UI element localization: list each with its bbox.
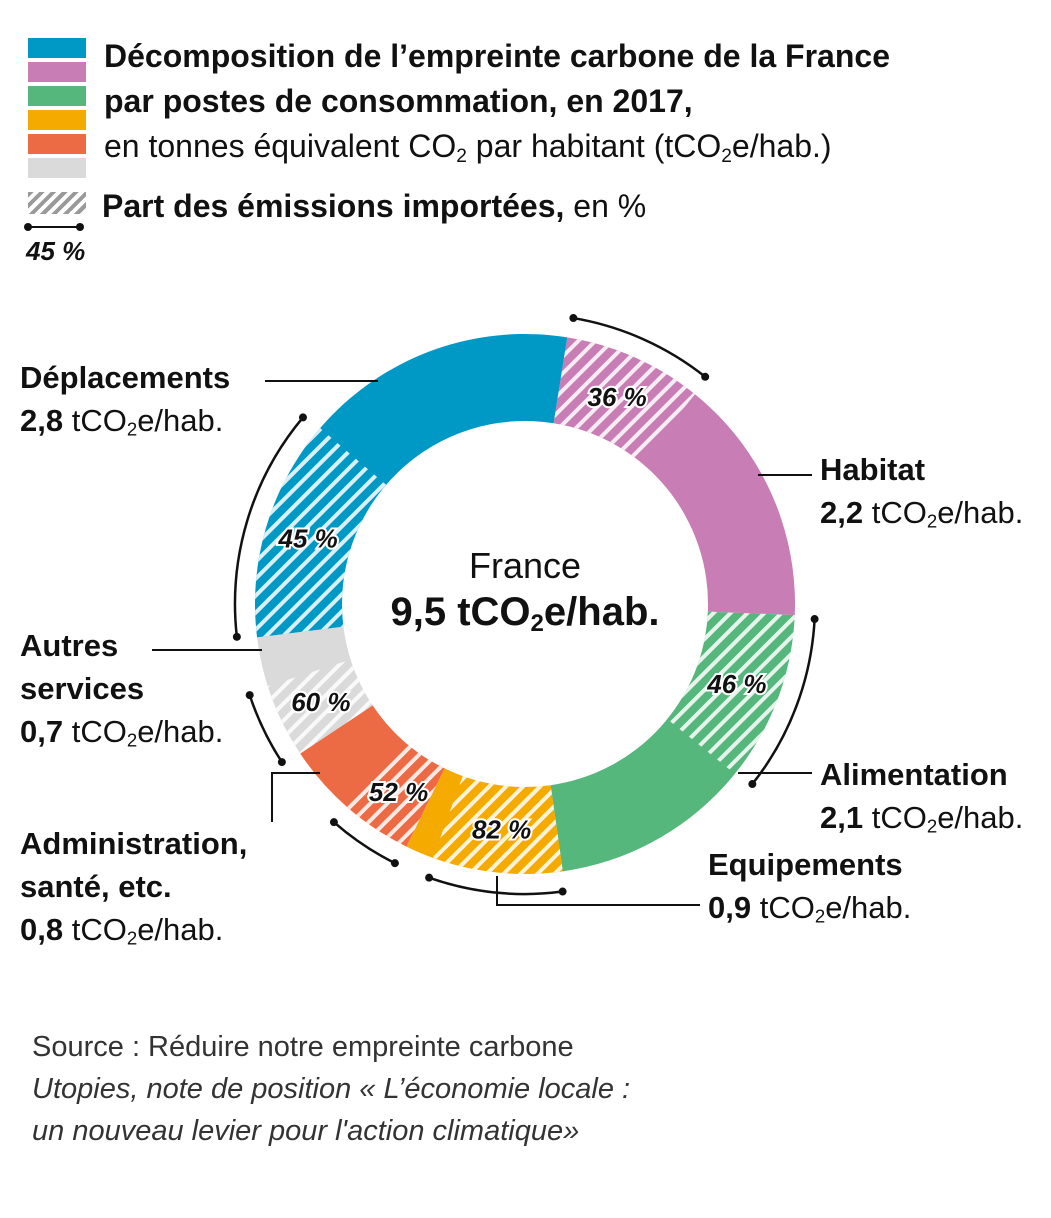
bracket-dot-administration-sante-etc-0	[390, 859, 399, 868]
source-line-2: Utopies, note de position « L’économie l…	[32, 1073, 631, 1105]
bracket-dot-alimentation-0	[810, 615, 819, 624]
hatch-deplacements	[254, 428, 387, 638]
bracket-autres-services	[248, 694, 283, 763]
bracket-dot-autres-services-0	[277, 758, 286, 767]
legend-swatch-autres	[28, 158, 86, 178]
label-autres-services: Autres services 0,7 tCO2e/hab.	[20, 628, 224, 751]
bracket-deplacements	[233, 416, 304, 637]
pct-label-equipements: 82 %	[472, 814, 531, 844]
source-note: Source : Réduire notre empreinte carbone…	[32, 1026, 630, 1152]
hatch-habitat	[553, 337, 695, 462]
center-total: 9,5 tCO2e/hab.	[390, 590, 660, 637]
title-line-1: Décomposition de l’empreinte carbone de …	[104, 38, 890, 74]
title-line-3: en tonnes équivalent CO2 par habitant (t…	[104, 128, 832, 167]
bracket-dot-autres-services-1	[245, 691, 254, 700]
legend-bracket-line	[24, 223, 84, 231]
bracket-dot-habitat-1	[701, 372, 710, 381]
hatch-autres-services	[267, 659, 373, 754]
legend-example-pct: 45 %	[26, 236, 86, 266]
pct-label-autres-services: 60 %	[291, 687, 350, 717]
hatch-alimentation	[667, 611, 795, 774]
leader-administration	[271, 772, 320, 822]
legend-imported-label: Part des émissions importées, en %	[102, 188, 647, 224]
hatch-equipements	[433, 776, 563, 874]
label-habitat: Habitat 2,2 tCO2e/hab.	[820, 452, 1024, 532]
bracket-dot-deplacements-1	[298, 413, 307, 422]
title-line-2: par postes de consommation, en 2017,	[104, 83, 693, 119]
pct-label-administration-sante-etc: 52 %	[369, 777, 428, 807]
source-line-1: Source : Réduire notre empreinte carbone	[32, 1031, 574, 1063]
bracket-equipements	[428, 876, 563, 896]
hatch-administration-sante-etc	[344, 740, 445, 847]
bracket-habitat	[573, 316, 706, 378]
bracket-dot-habitat-0	[569, 314, 578, 323]
bracket-dot-administration-sante-etc-1	[329, 818, 338, 827]
bracket-alimentation	[751, 618, 816, 785]
label-deplacements: Déplacements 2,8 tCO2e/hab.	[20, 360, 231, 440]
label-administration: Administration, santé, etc. 0,8 tCO2e/ha…	[20, 826, 248, 949]
bracket-dot-equipements-1	[425, 873, 434, 882]
legend-swatch-alimentation	[28, 86, 86, 106]
legend-swatch-equipements	[28, 110, 86, 130]
legend-swatch-deplacements	[28, 38, 86, 58]
bracket-dot-alimentation-1	[748, 780, 757, 789]
bracket-dot-equipements-0	[558, 887, 567, 896]
legend-swatches	[28, 38, 86, 182]
bracket-administration-sante-etc	[333, 821, 396, 865]
pct-label-habitat: 36 %	[588, 382, 647, 412]
pct-label-deplacements: 45 %	[277, 524, 337, 554]
label-alimentation: Alimentation 2,1 tCO2e/hab.	[820, 757, 1024, 837]
leader-equipements	[496, 876, 700, 906]
legend-swatch-habitat	[28, 62, 86, 82]
legend-swatch-administration	[28, 134, 86, 154]
legend-hatch-swatch	[28, 192, 86, 214]
chart-title: Décomposition de l’empreinte carbone de …	[104, 34, 890, 169]
center-name: France	[468, 545, 582, 586]
pct-label-alimentation: 46 %	[706, 669, 766, 699]
label-equipements: Equipements 0,9 tCO2e/hab.	[708, 847, 912, 927]
source-line-3: un nouveau levier pour l'action climatiq…	[32, 1115, 580, 1147]
bracket-dot-deplacements-0	[232, 632, 241, 641]
